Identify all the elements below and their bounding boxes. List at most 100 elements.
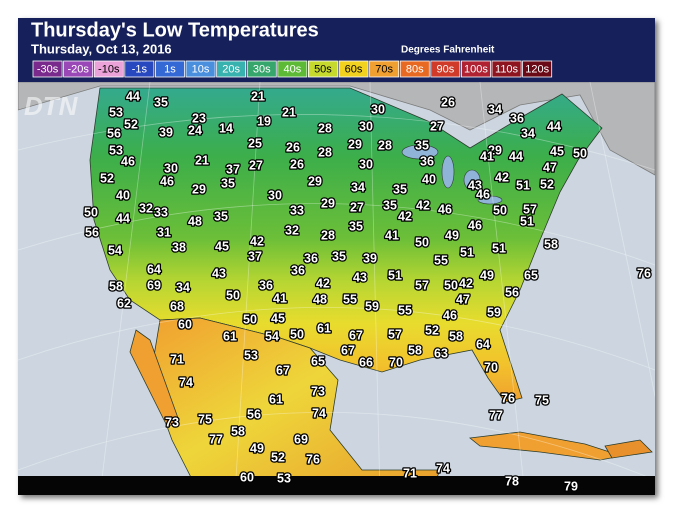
temperature-label: 59 <box>487 305 501 319</box>
temperature-label: 50 <box>226 288 240 302</box>
graticule-line <box>369 82 381 495</box>
temperature-label: 35 <box>349 219 363 233</box>
legend-label: 60s <box>345 63 363 75</box>
temperature-label: 29 <box>192 182 206 196</box>
legend-label: 120s <box>525 63 549 75</box>
baja-california <box>129 329 179 429</box>
lake <box>477 195 503 205</box>
legend-label: 80s <box>406 63 424 75</box>
temperature-labels: 44 35 21 30 26 34 53 23 19 21 36 52 14 28 30 27 44 56 39 24… <box>83 88 653 495</box>
temperature-label: 42 <box>398 209 412 223</box>
temperature-label: 63 <box>434 346 448 360</box>
temperature-label: 77 <box>209 432 223 446</box>
temperature-label: 43 <box>468 178 482 192</box>
legend-label: -10s <box>98 63 120 75</box>
legend-swatch <box>32 60 63 78</box>
legend-label: -30s <box>37 63 59 75</box>
temperature-label: 61 <box>269 392 283 406</box>
temperature-label: 56 <box>107 126 121 140</box>
temperature-label: 44 <box>509 149 523 163</box>
temperature-label: 48 <box>313 292 327 306</box>
temperature-label: 67 <box>276 363 290 377</box>
lake <box>441 155 455 189</box>
temperature-label: 65 <box>311 354 325 368</box>
temperature-label: 46 <box>468 218 482 232</box>
temperature-label: 45 <box>271 311 285 325</box>
temperature-label: 25 <box>248 136 262 150</box>
temperature-label: 41 <box>480 149 494 163</box>
temperature-label: 71 <box>403 466 417 480</box>
temperature-label: 35 <box>332 249 346 263</box>
temperature-label: 31 <box>157 225 171 239</box>
temperature-label: 37 <box>226 162 240 176</box>
temperature-label: 33 <box>290 203 304 217</box>
temperature-label: 41 <box>385 228 399 242</box>
temperature-label: 52 <box>124 117 138 131</box>
temperature-label: 58 <box>408 343 422 357</box>
title: Thursday's Low Temperatures <box>31 19 319 41</box>
temperature-label: 32 <box>139 201 153 215</box>
temperature-label: 67 <box>341 343 355 357</box>
temperature-label: 52 <box>425 323 439 337</box>
temperature-label: 41 <box>273 291 287 305</box>
graticule-line <box>18 307 655 371</box>
units-label: Degrees Fahrenheit <box>401 45 495 56</box>
legend-swatch <box>185 60 216 78</box>
united-states <box>89 87 603 403</box>
temperature-label: 58 <box>544 237 558 251</box>
temperature-label: 50 <box>573 146 587 160</box>
temperature-label: 54 <box>108 243 122 257</box>
lake <box>401 144 439 160</box>
temperature-label: 62 <box>117 296 131 310</box>
temperature-label: 70 <box>484 360 498 374</box>
temperature-label: 74 <box>179 375 193 389</box>
temperature-label: 46 <box>160 174 174 188</box>
legend-swatch <box>154 60 185 78</box>
temperature-label: 57 <box>388 327 402 341</box>
temperature-label: 64 <box>476 337 490 351</box>
bottom-bar <box>18 476 655 495</box>
temperature-label: 46 <box>438 202 452 216</box>
temperature-label: 42 <box>250 234 264 248</box>
temperature-label: 28 <box>378 138 392 152</box>
temperature-label: 60 <box>178 317 192 331</box>
temperature-label: 36 <box>291 263 305 277</box>
legend-swatch <box>63 60 94 78</box>
temperature-label: 46 <box>121 154 135 168</box>
temperature-label: 51 <box>516 178 530 192</box>
legend-swatch <box>124 60 155 78</box>
temperature-label: 76 <box>637 266 651 280</box>
temperature-label: 42 <box>316 276 330 290</box>
temperature-label: 42 <box>416 198 430 212</box>
legend-label: 110s <box>495 63 519 75</box>
canada <box>18 82 655 176</box>
temperature-label: 43 <box>212 266 226 280</box>
graticule-line <box>18 412 655 481</box>
temperature-label: 51 <box>388 268 402 282</box>
temperature-label: 70 <box>389 355 403 369</box>
temperature-label: 76 <box>306 452 320 466</box>
temperature-label: 26 <box>286 140 300 154</box>
legend-label: 100s <box>464 63 488 75</box>
graticule <box>18 82 655 495</box>
temperature-label: 53 <box>244 348 258 362</box>
graticule-line <box>479 82 526 495</box>
temperature-label: 43 <box>353 270 367 284</box>
legend-swatch <box>491 60 522 78</box>
temperature-label: 56 <box>85 225 99 239</box>
legend-label: 20s <box>222 63 240 75</box>
temperature-label: 74 <box>436 461 450 475</box>
temperature-label: 47 <box>456 292 470 306</box>
temperature-label: 51 <box>520 214 534 228</box>
temperature-label: 53 <box>109 105 123 119</box>
temperature-label: 65 <box>524 268 538 282</box>
temperature-label: 33 <box>154 205 168 219</box>
lake <box>463 169 481 191</box>
temperature-label: 32 <box>285 223 299 237</box>
temperature-label: 52 <box>271 450 285 464</box>
legend-swatch <box>430 60 461 78</box>
cuba <box>469 431 623 461</box>
temperature-label: 46 <box>476 187 490 201</box>
temperature-label: 29 <box>308 174 322 188</box>
